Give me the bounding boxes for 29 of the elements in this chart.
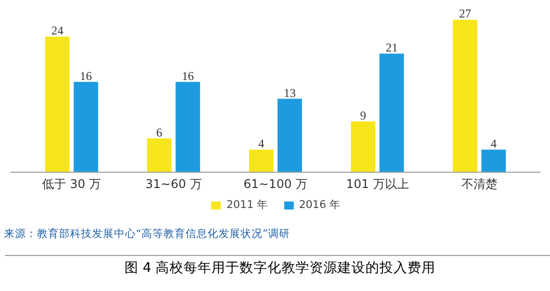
x-tick-label: 不清楚 <box>461 177 498 192</box>
bar <box>249 150 274 172</box>
text: 图 4 高校每年用于数字化教学资源建设的投入费用 <box>124 259 436 278</box>
x-tick-label: 101 万以上 <box>346 177 409 192</box>
x-tick-label: 低于 30 万 <box>42 177 102 192</box>
data-label: 24 <box>51 24 64 38</box>
legend-label: 2011 年 <box>226 198 268 212</box>
x-tick-label: 61~100 万 <box>243 177 308 192</box>
data-label: 4 <box>490 136 497 151</box>
legend-label: 2016 年 <box>299 198 341 212</box>
data-label: 16 <box>182 68 194 83</box>
bar <box>176 82 200 172</box>
x-tick-label: 31~60 万 <box>145 177 202 192</box>
bar <box>452 20 478 172</box>
data-label: 16 <box>80 68 92 83</box>
bar <box>278 98 302 172</box>
bar <box>350 121 376 172</box>
data-label: 27 <box>459 6 472 21</box>
data-label: 9 <box>360 108 366 122</box>
bar <box>481 150 506 172</box>
bar <box>379 54 404 172</box>
data-label: 4 <box>258 136 264 151</box>
bar <box>45 36 70 172</box>
data-label: 21 <box>386 40 398 55</box>
bar <box>147 138 172 172</box>
data-label: 13 <box>284 86 296 100</box>
data-label: 6 <box>156 125 162 140</box>
bar <box>74 82 98 172</box>
source-note: 来源：教育部科技发展中心“高等教育信息化发展状况”调研 <box>4 227 290 242</box>
